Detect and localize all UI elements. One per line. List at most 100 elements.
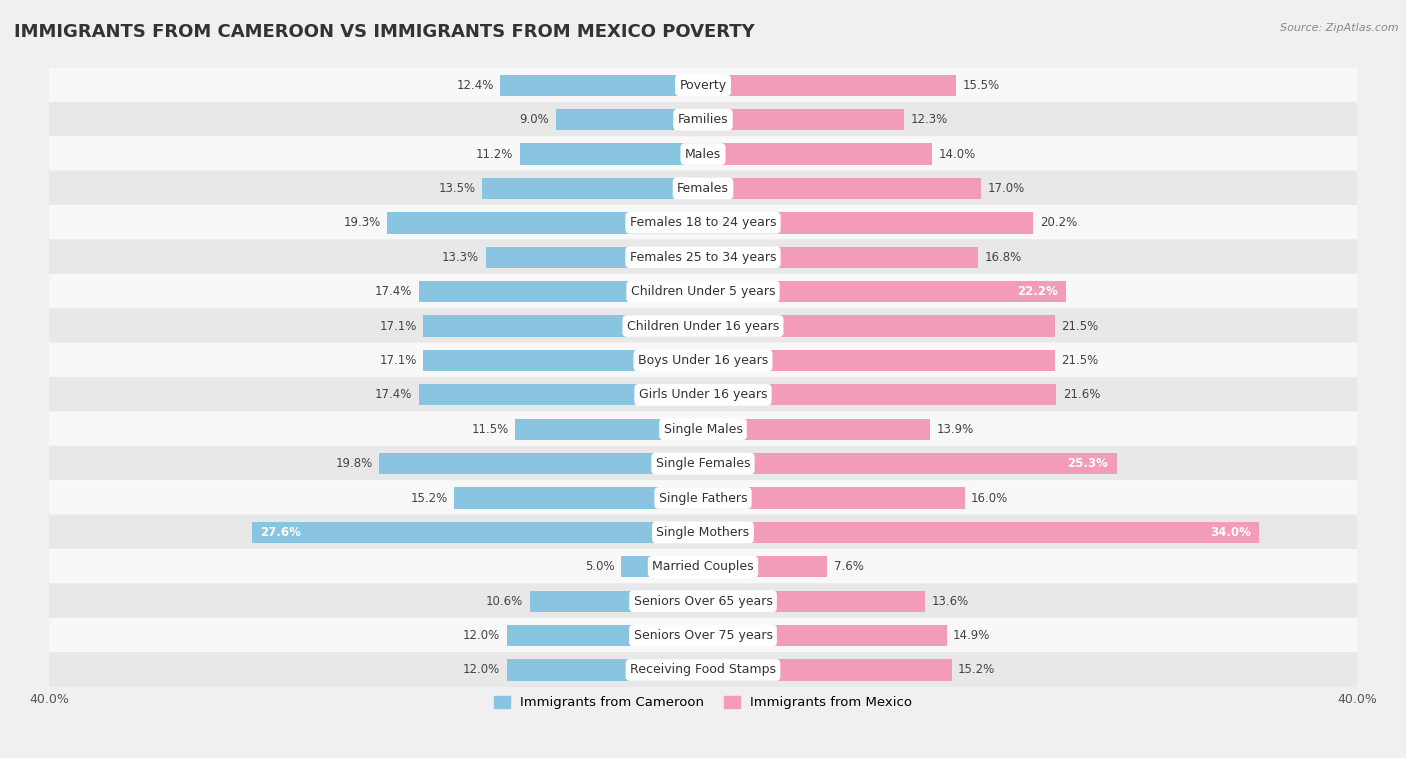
Text: Boys Under 16 years: Boys Under 16 years (638, 354, 768, 367)
Text: 15.2%: 15.2% (411, 491, 449, 505)
Text: 11.5%: 11.5% (471, 423, 509, 436)
Bar (703, 625, 946, 647)
Bar (703, 487, 965, 509)
Bar (703, 315, 1054, 337)
Text: Single Males: Single Males (664, 423, 742, 436)
Text: 13.3%: 13.3% (441, 251, 479, 264)
Text: 19.3%: 19.3% (343, 216, 381, 230)
Text: Single Females: Single Females (655, 457, 751, 470)
Bar (388, 212, 703, 233)
FancyBboxPatch shape (49, 67, 1357, 103)
Text: Females 25 to 34 years: Females 25 to 34 years (630, 251, 776, 264)
FancyBboxPatch shape (49, 480, 1357, 516)
Bar (485, 246, 703, 268)
Bar (703, 246, 977, 268)
Bar (419, 384, 703, 406)
Text: Children Under 5 years: Children Under 5 years (631, 285, 775, 298)
Bar (703, 74, 956, 96)
Text: 13.6%: 13.6% (932, 595, 969, 608)
Text: 34.0%: 34.0% (1209, 526, 1251, 539)
Bar (703, 556, 827, 578)
Text: 27.6%: 27.6% (260, 526, 301, 539)
Bar (555, 109, 703, 130)
Text: Families: Families (678, 113, 728, 126)
Text: 17.1%: 17.1% (380, 320, 416, 333)
FancyBboxPatch shape (49, 412, 1357, 447)
Bar (703, 522, 1258, 543)
Bar (703, 212, 1033, 233)
Text: 10.6%: 10.6% (486, 595, 523, 608)
Bar (703, 178, 981, 199)
Text: Single Mothers: Single Mothers (657, 526, 749, 539)
FancyBboxPatch shape (49, 274, 1357, 309)
Text: 13.9%: 13.9% (936, 423, 974, 436)
Bar (703, 281, 1066, 302)
Text: 17.4%: 17.4% (374, 388, 412, 401)
Text: Males: Males (685, 148, 721, 161)
Text: 22.2%: 22.2% (1017, 285, 1057, 298)
FancyBboxPatch shape (49, 618, 1357, 653)
Text: Receiving Food Stamps: Receiving Food Stamps (630, 663, 776, 676)
Text: 12.0%: 12.0% (463, 629, 501, 642)
Text: 21.5%: 21.5% (1062, 354, 1098, 367)
Text: 17.4%: 17.4% (374, 285, 412, 298)
Text: IMMIGRANTS FROM CAMEROON VS IMMIGRANTS FROM MEXICO POVERTY: IMMIGRANTS FROM CAMEROON VS IMMIGRANTS F… (14, 23, 755, 41)
Text: 13.5%: 13.5% (439, 182, 475, 195)
Text: Girls Under 16 years: Girls Under 16 years (638, 388, 768, 401)
Bar (501, 74, 703, 96)
Text: Seniors Over 75 years: Seniors Over 75 years (634, 629, 772, 642)
Text: Single Fathers: Single Fathers (659, 491, 747, 505)
Bar (703, 418, 931, 440)
Bar (419, 281, 703, 302)
FancyBboxPatch shape (49, 549, 1357, 584)
Text: 15.5%: 15.5% (963, 79, 1000, 92)
Text: 17.0%: 17.0% (987, 182, 1025, 195)
Bar (423, 349, 703, 371)
Text: 12.4%: 12.4% (457, 79, 494, 92)
FancyBboxPatch shape (49, 102, 1357, 137)
Text: 15.2%: 15.2% (957, 663, 995, 676)
FancyBboxPatch shape (49, 343, 1357, 378)
FancyBboxPatch shape (49, 309, 1357, 344)
FancyBboxPatch shape (49, 205, 1357, 241)
Bar (380, 453, 703, 475)
Text: 7.6%: 7.6% (834, 560, 863, 573)
FancyBboxPatch shape (49, 584, 1357, 619)
FancyBboxPatch shape (49, 377, 1357, 412)
Text: 9.0%: 9.0% (520, 113, 550, 126)
Text: Females: Females (678, 182, 728, 195)
Text: Children Under 16 years: Children Under 16 years (627, 320, 779, 333)
Text: 19.8%: 19.8% (336, 457, 373, 470)
Bar (703, 659, 952, 681)
Text: 16.0%: 16.0% (972, 491, 1008, 505)
Bar (703, 349, 1054, 371)
Text: 21.5%: 21.5% (1062, 320, 1098, 333)
Bar (482, 178, 703, 199)
Bar (703, 453, 1116, 475)
FancyBboxPatch shape (49, 515, 1357, 550)
Text: 12.0%: 12.0% (463, 663, 501, 676)
Text: 12.3%: 12.3% (911, 113, 948, 126)
FancyBboxPatch shape (49, 136, 1357, 172)
Text: Source: ZipAtlas.com: Source: ZipAtlas.com (1281, 23, 1399, 33)
Text: Females 18 to 24 years: Females 18 to 24 years (630, 216, 776, 230)
Legend: Immigrants from Cameroon, Immigrants from Mexico: Immigrants from Cameroon, Immigrants fro… (488, 691, 918, 715)
Text: Married Couples: Married Couples (652, 560, 754, 573)
FancyBboxPatch shape (49, 240, 1357, 275)
Text: 20.2%: 20.2% (1040, 216, 1077, 230)
FancyBboxPatch shape (49, 171, 1357, 206)
Bar (252, 522, 703, 543)
Bar (703, 590, 925, 612)
FancyBboxPatch shape (49, 652, 1357, 688)
Text: 21.6%: 21.6% (1063, 388, 1099, 401)
Bar (520, 143, 703, 164)
Text: 16.8%: 16.8% (984, 251, 1022, 264)
Bar (515, 418, 703, 440)
Bar (423, 315, 703, 337)
Bar (506, 659, 703, 681)
Text: 5.0%: 5.0% (585, 560, 614, 573)
Text: Seniors Over 65 years: Seniors Over 65 years (634, 595, 772, 608)
Text: 17.1%: 17.1% (380, 354, 416, 367)
Text: 11.2%: 11.2% (477, 148, 513, 161)
Bar (703, 109, 904, 130)
